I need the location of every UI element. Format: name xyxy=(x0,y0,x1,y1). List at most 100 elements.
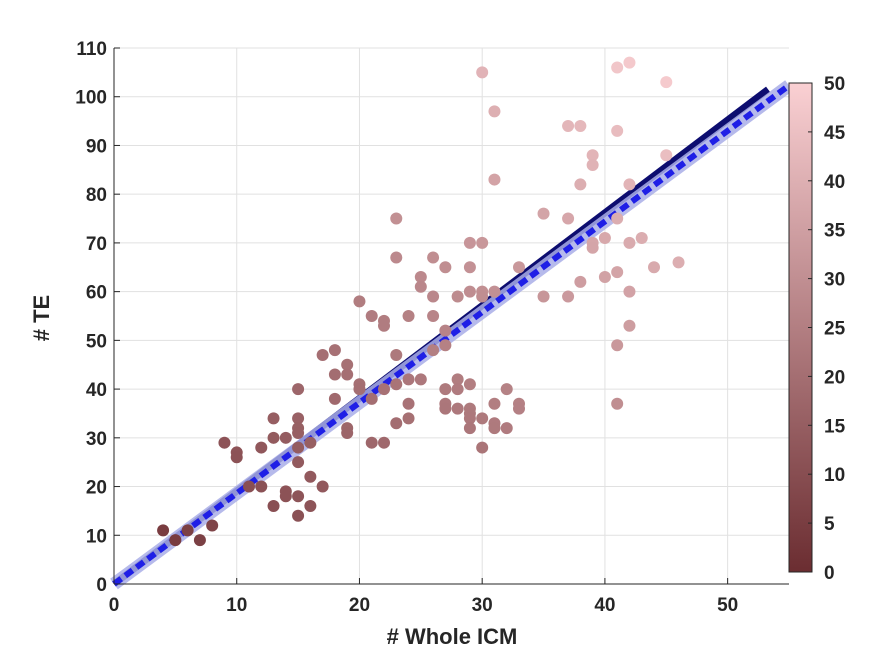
y-tick-label: 20 xyxy=(86,478,107,499)
data-point xyxy=(427,344,439,356)
data-point xyxy=(587,242,599,254)
data-point xyxy=(623,286,635,298)
data-point xyxy=(390,378,402,390)
data-point xyxy=(353,295,365,307)
data-point xyxy=(488,174,500,186)
data-point xyxy=(218,437,230,449)
data-point xyxy=(673,256,685,268)
data-point xyxy=(452,403,464,415)
data-point xyxy=(329,393,341,405)
colorbar-tick-label: 0 xyxy=(824,563,835,584)
x-tick-label: 50 xyxy=(717,595,738,616)
data-point xyxy=(255,481,267,493)
data-point xyxy=(476,291,488,303)
data-point xyxy=(403,398,415,410)
data-point xyxy=(231,451,243,463)
data-point xyxy=(182,524,194,536)
y-tick-labels: 0102030405060708090100110 xyxy=(75,39,107,596)
y-tick-label: 0 xyxy=(96,575,107,596)
data-point xyxy=(660,149,672,161)
data-point xyxy=(378,383,390,395)
data-point xyxy=(292,442,304,454)
y-tick-label: 80 xyxy=(86,185,107,206)
data-point xyxy=(427,252,439,264)
data-point xyxy=(317,349,329,361)
data-point xyxy=(304,471,316,483)
y-tick-label: 60 xyxy=(86,283,107,304)
data-point xyxy=(464,237,476,249)
y-tick-label: 90 xyxy=(86,136,107,157)
y-tick-label: 40 xyxy=(86,380,107,401)
data-point xyxy=(538,208,550,220)
data-points xyxy=(157,57,684,547)
data-point xyxy=(292,383,304,395)
data-point xyxy=(341,427,353,439)
data-point xyxy=(390,349,402,361)
data-point xyxy=(611,398,623,410)
data-point xyxy=(292,427,304,439)
data-point xyxy=(292,510,304,522)
data-point xyxy=(268,500,280,512)
data-point xyxy=(353,383,365,395)
data-point xyxy=(488,422,500,434)
data-point xyxy=(660,76,672,88)
data-point xyxy=(427,291,439,303)
data-point xyxy=(403,373,415,385)
data-point xyxy=(452,383,464,395)
colorbar-tick-label: 30 xyxy=(824,270,845,291)
colorbar-tick-label: 20 xyxy=(824,367,845,388)
data-point xyxy=(611,125,623,137)
data-point xyxy=(623,237,635,249)
data-point xyxy=(366,393,378,405)
data-point xyxy=(378,320,390,332)
x-tick-labels: 0 10 20 30 40 50 xyxy=(109,595,738,616)
data-point xyxy=(280,432,292,444)
data-point xyxy=(501,383,513,395)
data-point xyxy=(488,105,500,117)
data-point xyxy=(403,310,415,322)
data-point xyxy=(488,398,500,410)
data-point xyxy=(366,437,378,449)
data-point xyxy=(403,412,415,424)
data-point xyxy=(513,261,525,273)
data-point xyxy=(427,310,439,322)
y-tick-label: 10 xyxy=(86,526,107,547)
data-point xyxy=(268,412,280,424)
data-point xyxy=(206,520,218,532)
fit-lines xyxy=(114,86,789,584)
data-point xyxy=(439,325,451,337)
data-point xyxy=(587,159,599,171)
x-tick-label: 10 xyxy=(226,595,247,616)
data-point xyxy=(317,481,329,493)
data-point xyxy=(439,339,451,351)
data-point xyxy=(562,120,574,132)
colorbar-tick-label: 5 xyxy=(824,514,835,535)
data-point xyxy=(439,403,451,415)
data-point xyxy=(157,524,169,536)
data-point xyxy=(562,213,574,225)
data-point xyxy=(304,500,316,512)
data-point xyxy=(452,291,464,303)
data-point xyxy=(501,422,513,434)
data-point xyxy=(648,261,660,273)
data-point xyxy=(268,432,280,444)
data-point xyxy=(390,417,402,429)
data-point xyxy=(255,442,267,454)
data-point xyxy=(366,310,378,322)
data-point xyxy=(611,339,623,351)
data-point xyxy=(292,456,304,468)
data-point xyxy=(415,373,427,385)
colorbar-tick-label: 35 xyxy=(824,221,846,242)
colorbar-tick-label: 15 xyxy=(824,416,846,437)
data-point xyxy=(390,213,402,225)
data-point xyxy=(415,281,427,293)
data-point xyxy=(280,490,292,502)
data-point xyxy=(464,422,476,434)
data-point xyxy=(292,490,304,502)
data-point xyxy=(439,261,451,273)
y-tick-label: 110 xyxy=(76,39,107,60)
x-tick-label: 40 xyxy=(594,595,615,616)
data-point xyxy=(611,266,623,278)
data-point xyxy=(476,412,488,424)
data-point xyxy=(623,57,635,69)
